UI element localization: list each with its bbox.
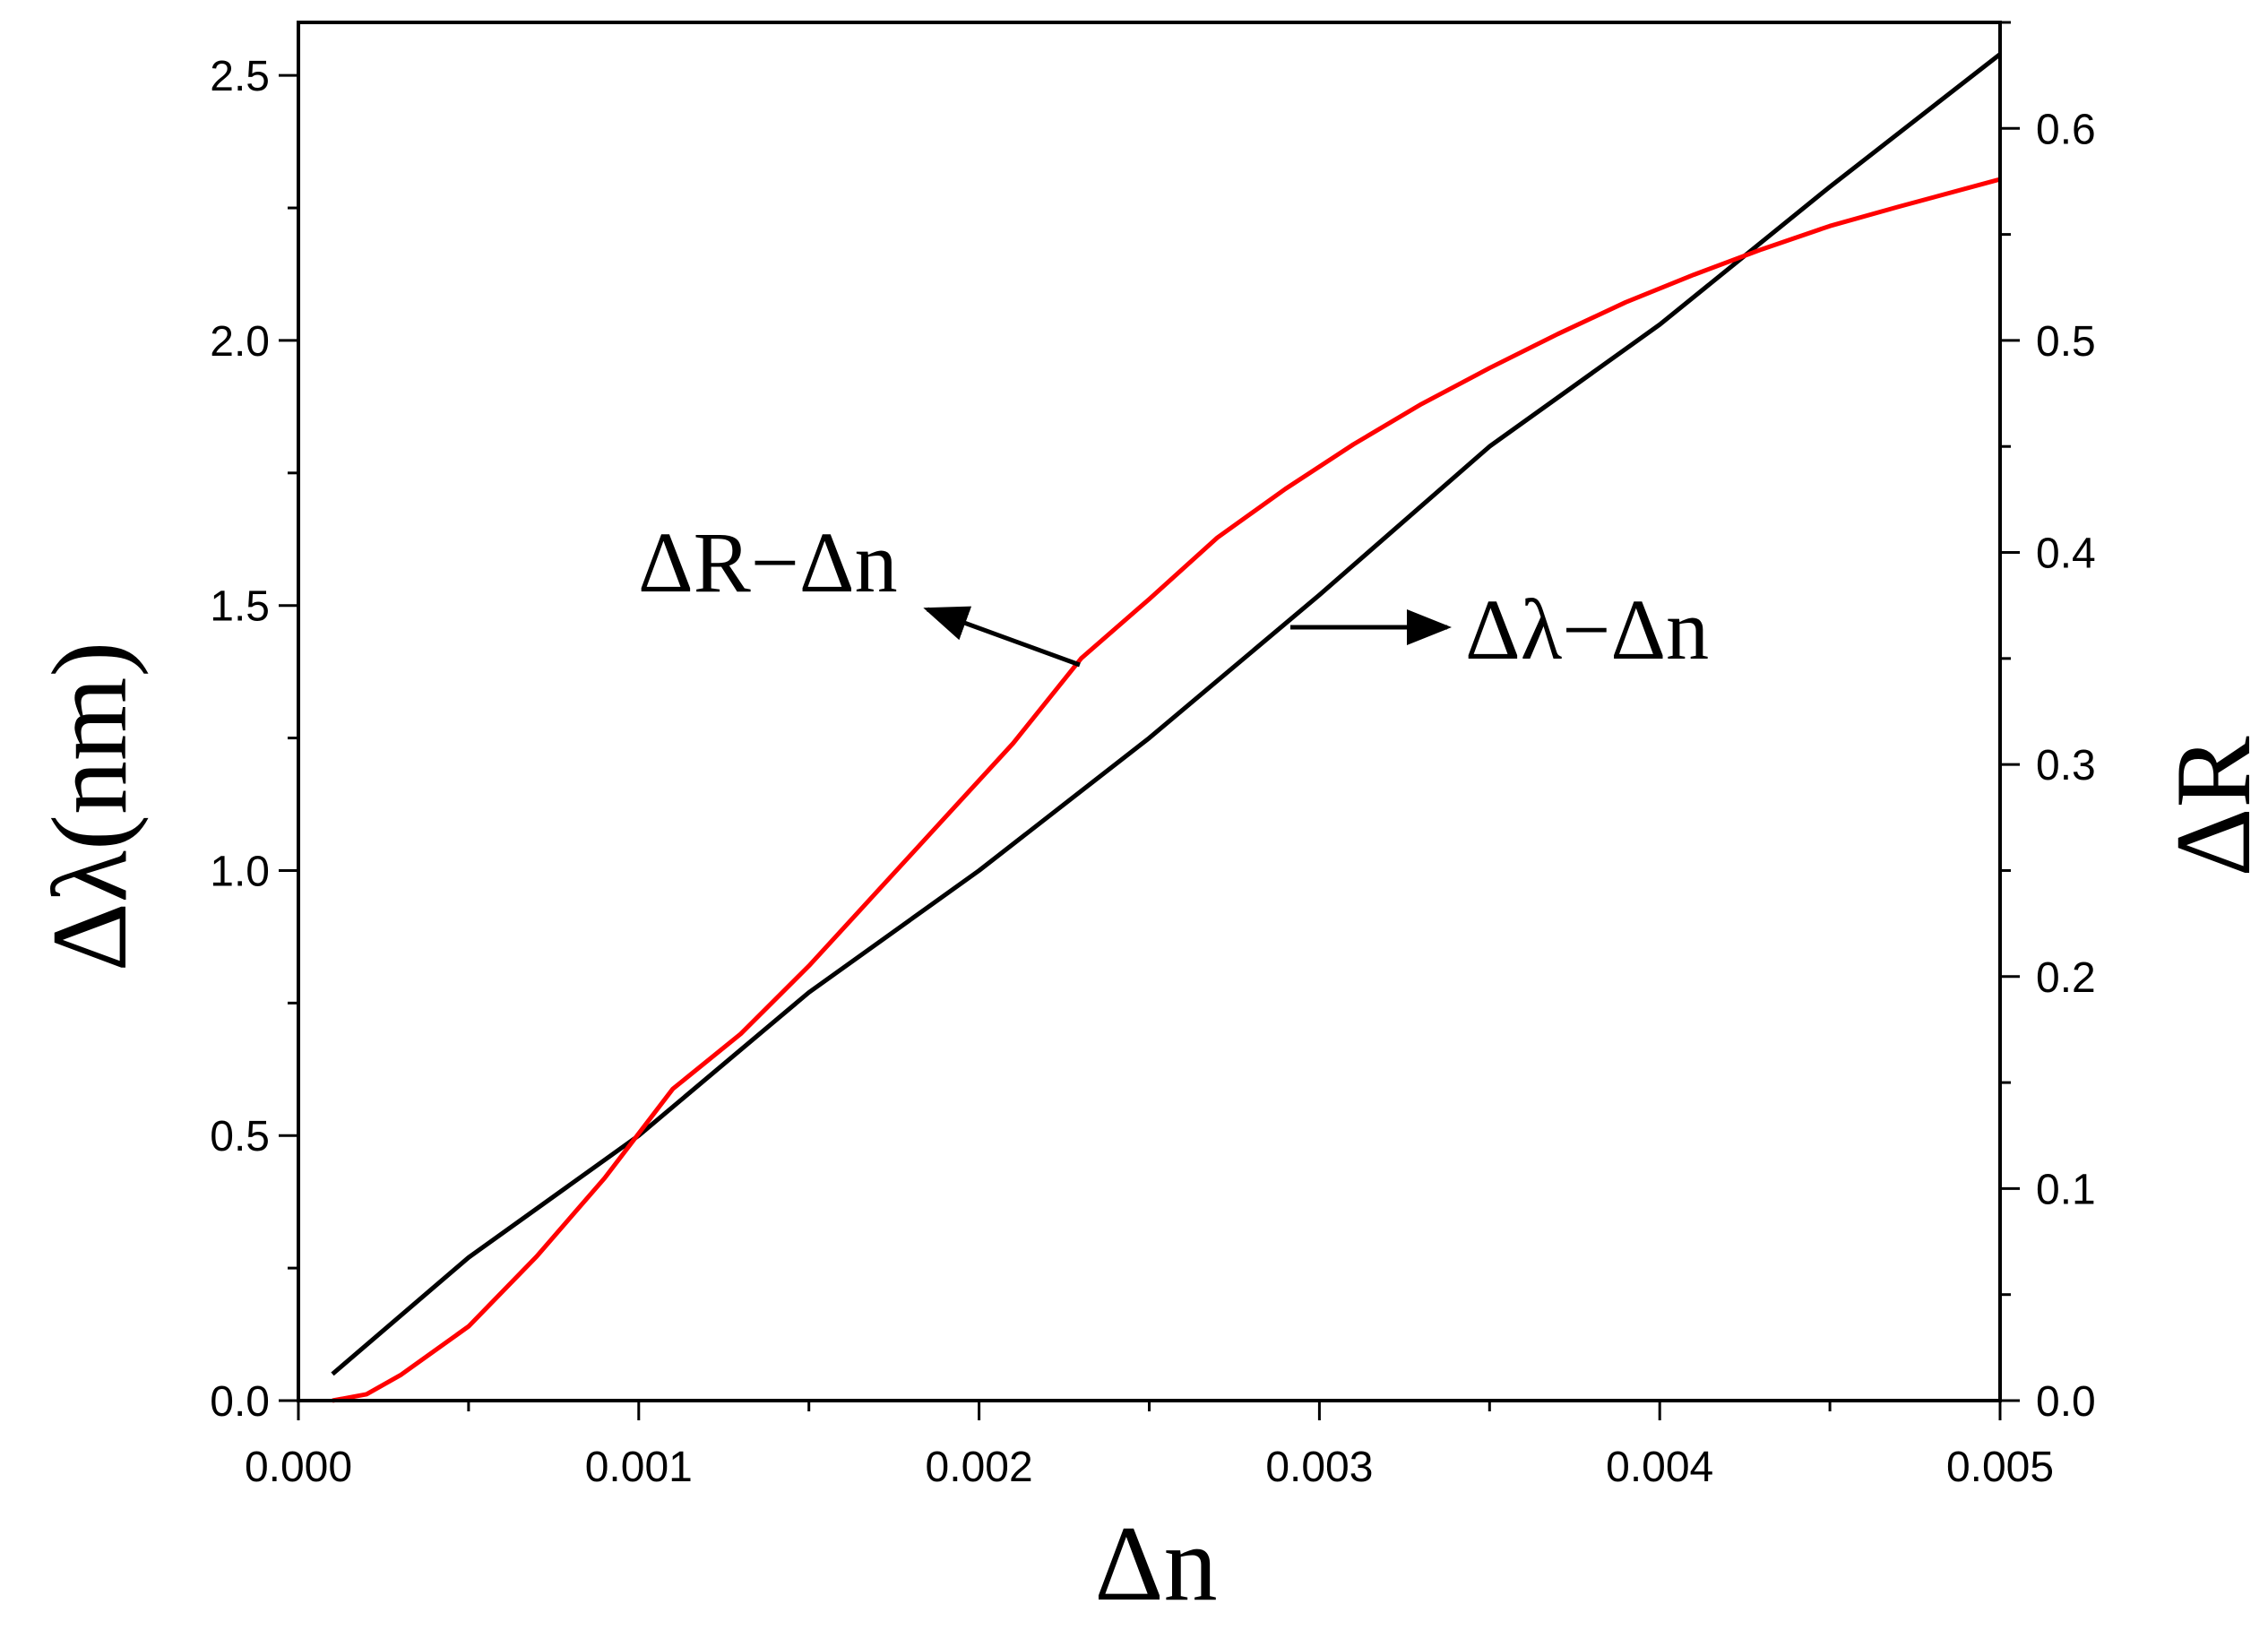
x-tick-label: 0.000	[245, 1444, 352, 1491]
annotation-dr-dn: ΔR−Δn	[638, 514, 898, 610]
y-left-tick-label: 2.0	[210, 318, 270, 366]
y-right-tick-label: 0.3	[2036, 742, 2096, 789]
annotation-dl-dn: Δλ−Δn	[1465, 582, 1709, 677]
y-left-tick-label: 1.0	[210, 848, 270, 895]
x-tick-label: 0.003	[1265, 1444, 1373, 1491]
y-right-tick-label: 0.6	[2036, 106, 2096, 153]
y-right-tick-label: 0.4	[2036, 530, 2096, 578]
x-tick-label: 0.002	[926, 1444, 1033, 1491]
annotation-dr-dn-arrow	[923, 606, 1081, 668]
y-left-tick-label: 1.5	[210, 583, 270, 631]
y-left-tick-label: 2.5	[210, 53, 270, 100]
axis-ticks: 0.000 0.001 0.002 0.003 0.004 0.005 0.0 0.5 1.0 1…	[210, 21, 2096, 1491]
x-tick-label: 0.001	[585, 1444, 693, 1491]
series-layer	[331, 52, 2002, 1403]
x-tick-label: 0.004	[1606, 1444, 1713, 1491]
y-axis-title-left: Δλ(nm)	[30, 642, 149, 972]
y-axis-title-right: ΔR	[2153, 736, 2268, 876]
x-tick-label: 0.005	[1946, 1444, 2054, 1491]
y-right-tick-label: 0.0	[2036, 1378, 2096, 1426]
y-left-tick-label: 0.5	[210, 1113, 270, 1160]
y-right-tick-label: 0.5	[2036, 318, 2096, 366]
series-line-1	[332, 177, 2001, 1403]
plot-frame	[297, 21, 2002, 1402]
series-line-0	[331, 52, 2002, 1376]
y-right-tick-label: 0.2	[2036, 954, 2096, 1002]
x-axis-title: Δn	[1094, 1504, 1217, 1623]
y-right-tick-label: 0.1	[2036, 1166, 2096, 1213]
y-left-tick-label: 0.0	[210, 1378, 270, 1426]
